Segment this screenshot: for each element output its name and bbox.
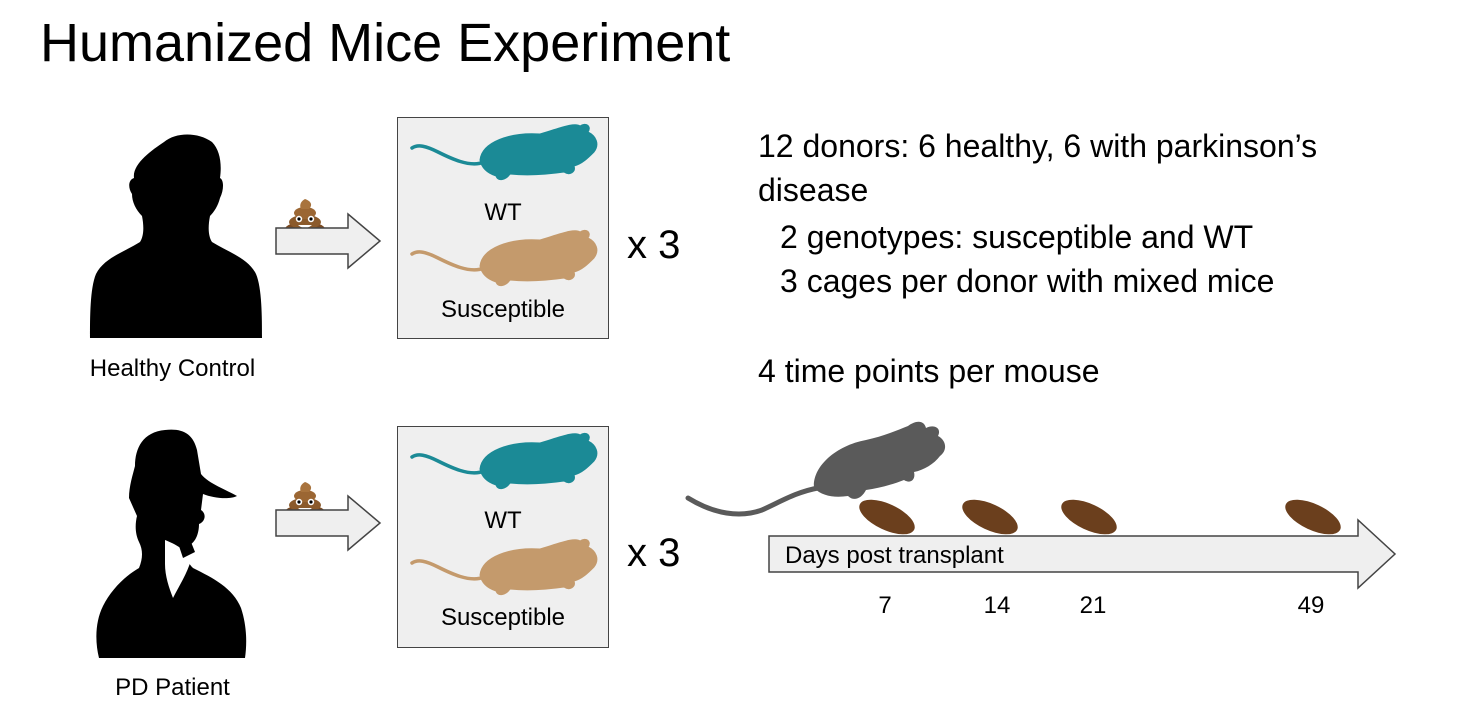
timeline-mouse-icon [685,421,946,517]
tick-label-day-14: 14 [983,592,1011,619]
timeline-arrow [768,518,1397,590]
tick-label-day-7: 7 [878,592,892,619]
info-disease-line: disease [758,172,869,208]
pd-wt-label: WT [484,507,522,534]
pd-transfer-arrow [275,495,381,551]
healthy-wt-label: WT [484,199,522,226]
healthy-cage-multiplier: x 3 [627,223,681,267]
healthy-wt-mouse-icon [410,122,599,182]
pd-susceptible-label: Susceptible [440,604,566,631]
slide-title: Humanized Mice Experiment [40,13,731,73]
info-donors-line: 12 donors: 6 healthy, 6 with parkinson’s [758,128,1318,164]
info-genotypes-line: 2 genotypes: susceptible and WT [780,219,1254,255]
pd-wt-mouse-icon [410,431,599,491]
tick-label-day-49: 49 [1297,592,1325,619]
pellet-day-14-icon [962,499,1018,535]
healthy-transfer-arrow [275,213,381,269]
pellet-day-49-icon [1285,499,1341,535]
healthy-control-label: Healthy Control [89,355,256,382]
healthy-susceptible-label: Susceptible [440,296,566,323]
pd-patient-hat-silhouette-icon [96,429,247,658]
timeline-axis-label: Days post transplant [785,542,1004,569]
healthy-susceptible-mouse-icon [410,228,599,288]
pd-cage-multiplier: x 3 [627,531,681,575]
pd-patient-label: PD Patient [115,674,230,701]
info-timepoints-line: 4 time points per mouse [758,353,1100,389]
pd-susceptible-mouse-icon [410,537,599,597]
pellet-day-7-icon [859,499,915,535]
healthy-person-silhouette-icon [90,134,262,338]
pellet-day-21-icon [1061,499,1117,535]
tick-label-day-21: 21 [1079,592,1107,619]
info-cages-line: 3 cages per donor with mixed mice [780,263,1275,299]
